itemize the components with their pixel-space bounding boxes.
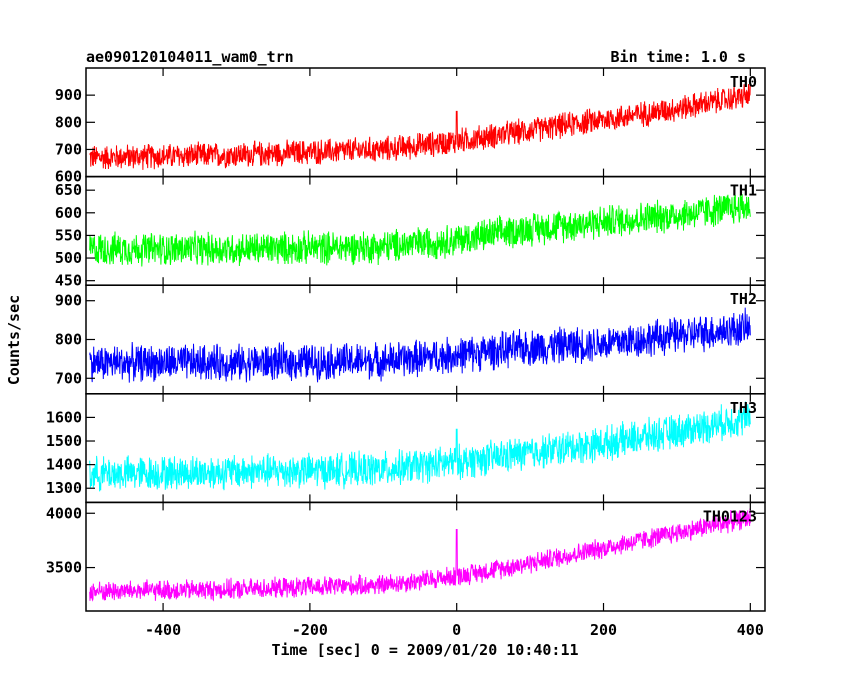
y-tick-label: 450: [55, 272, 82, 290]
y-tick-label: 650: [55, 181, 82, 199]
y-tick-label: 550: [55, 226, 82, 244]
x-axis-label: Time [sec] 0 = 2009/01/20 10:40:11: [271, 641, 578, 659]
y-tick-label: 1600: [46, 408, 82, 426]
panel-th1: 450 500 550 600 650 TH1: [55, 175, 766, 290]
y-tick-label: 700: [55, 140, 82, 158]
x-tick-label: 400: [737, 621, 764, 639]
y-tick-label: 800: [55, 113, 82, 131]
y-tick-label: 600: [55, 168, 82, 186]
series-line-th1: [89, 194, 751, 267]
x-tick-label: 200: [590, 621, 617, 639]
y-tick-label: 500: [55, 249, 82, 267]
y-tick-label: 700: [55, 369, 82, 387]
panel-th2: 700 800 900 TH2: [55, 284, 766, 395]
panel-th3: 1300 1400 1500 1600 TH3: [46, 393, 766, 504]
y-tick-label: 3500: [46, 559, 82, 577]
x-tick-label: 0: [452, 621, 461, 639]
y-axis-label: Counts/sec: [5, 295, 23, 385]
x-tick-label: -400: [145, 621, 181, 639]
y-tick-label: 1400: [46, 456, 82, 474]
series-line-th3: [89, 401, 751, 492]
y-tick-label: 900: [55, 292, 82, 310]
panel-label-th1: TH1: [730, 182, 757, 200]
y-tick-label: 900: [55, 86, 82, 104]
x-tick-label: -200: [292, 621, 328, 639]
y-tick-label: 800: [55, 331, 82, 349]
series-line-th2: [89, 307, 751, 383]
panel-label-th2: TH2: [730, 290, 757, 308]
y-tick-label: 1300: [46, 479, 82, 497]
series-line-th0: [89, 84, 751, 170]
bin-time-label: Bin time: 1.0 s: [611, 48, 746, 66]
series-line-th0123: [89, 508, 751, 602]
y-tick-label: 1500: [46, 432, 82, 450]
panel-label-th3: TH3: [730, 399, 757, 417]
panel-th0: 600 700 800 900 TH0: [55, 67, 766, 186]
chart-title: ae090120104011_wam0_trn: [86, 48, 294, 66]
panel-th0123: 3500 4000 TH0123: [46, 501, 766, 612]
y-tick-label: 4000: [46, 504, 82, 522]
panel-frame: [85, 501, 766, 612]
panel-label-th0: TH0: [730, 73, 757, 91]
panel-label-th0123: TH0123: [703, 507, 757, 525]
y-tick-label: 600: [55, 204, 82, 222]
panel-frame: [85, 175, 766, 286]
